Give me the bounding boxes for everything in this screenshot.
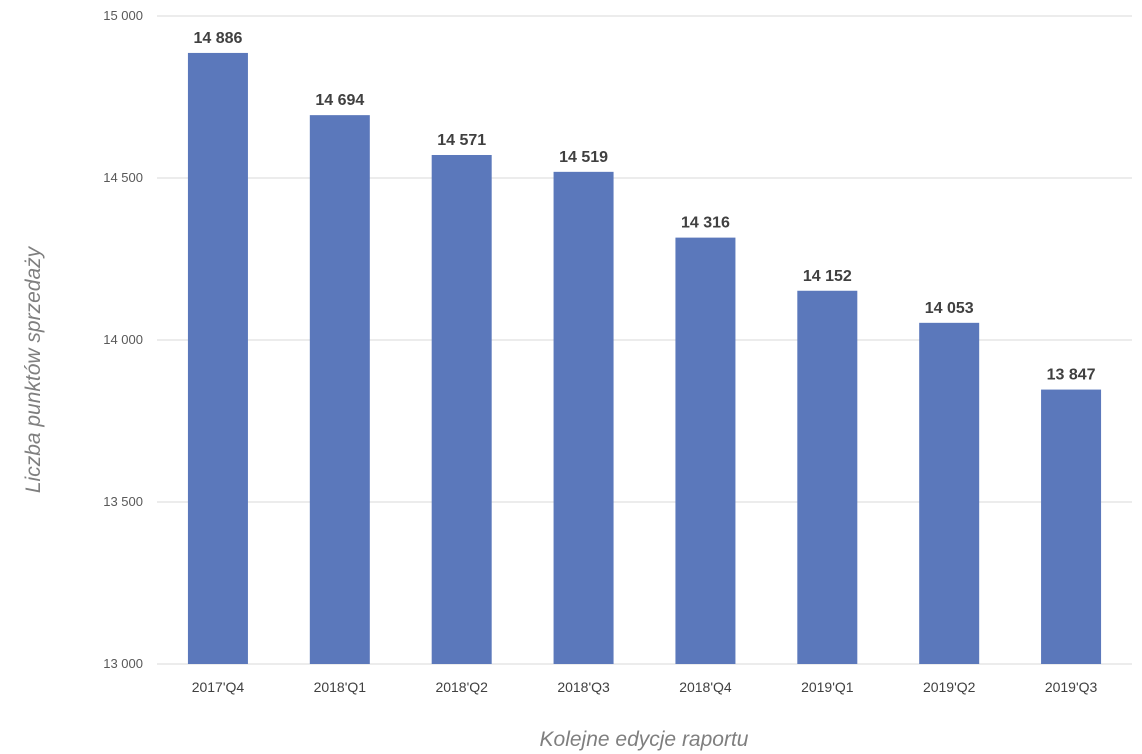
- bar: [431, 154, 492, 664]
- data-label: 14 519: [559, 149, 608, 166]
- data-label: 14 694: [315, 92, 364, 109]
- bar: [187, 52, 248, 665]
- x-axis-ticks: 2017'Q4 2018'Q1 2018'Q2 2018'Q3 2018'Q4 2019'…: [192, 679, 1098, 695]
- x-tick-label: 2018'Q1: [314, 679, 367, 695]
- x-tick-label: 2019'Q3: [1045, 679, 1098, 695]
- x-tick-label: 2019'Q1: [801, 679, 854, 695]
- bar: [797, 290, 858, 664]
- x-tick-label: 2018'Q4: [679, 679, 732, 695]
- y-axis-title: Liczba punktów sprzedaży: [22, 245, 45, 493]
- x-tick-label: 2018'Q3: [557, 679, 610, 695]
- y-tick-label: 14 000: [103, 332, 143, 347]
- bar: [675, 237, 736, 664]
- data-label: 14 571: [437, 132, 486, 149]
- data-label: 14 152: [803, 268, 852, 285]
- y-axis-ticks: 13 000 13 500 14 000 14 500 15 000: [103, 8, 143, 671]
- data-label: 14 886: [193, 30, 242, 47]
- y-tick-label: 14 500: [103, 170, 143, 185]
- bar: [309, 115, 370, 665]
- bar: [919, 322, 980, 664]
- data-labels: 14 886 14 694 14 571 14 519 14 316 14 152 14 0…: [193, 30, 1095, 384]
- y-tick-label: 13 000: [103, 656, 143, 671]
- bar: [1041, 389, 1102, 664]
- bar: [553, 171, 614, 664]
- data-label: 14 316: [681, 215, 730, 232]
- data-label: 13 847: [1047, 367, 1096, 384]
- x-axis-title: Kolejne edycje raportu: [540, 728, 749, 751]
- gridlines: [157, 15, 1132, 665]
- x-tick-label: 2017'Q4: [192, 679, 245, 695]
- data-label: 14 053: [925, 300, 974, 317]
- y-tick-label: 15 000: [103, 8, 143, 23]
- x-tick-label: 2018'Q2: [435, 679, 488, 695]
- bars: [187, 52, 1102, 665]
- y-tick-label: 13 500: [103, 494, 143, 509]
- x-tick-label: 2019'Q2: [923, 679, 976, 695]
